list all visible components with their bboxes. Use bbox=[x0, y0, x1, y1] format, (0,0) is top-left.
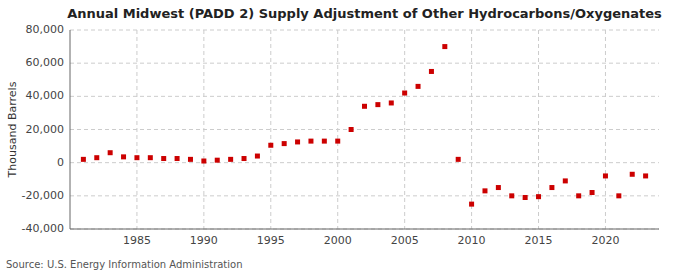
chart: -40,000 -20,000 0 20,000 40,000 60,000 80,000 1… bbox=[0, 0, 675, 275]
y-tick-label: 0 bbox=[57, 156, 64, 169]
x-grid-line bbox=[471, 30, 472, 229]
point bbox=[496, 185, 501, 190]
point bbox=[389, 100, 394, 105]
y-tick-label: -40,000 bbox=[22, 222, 64, 235]
point bbox=[121, 154, 126, 159]
point bbox=[362, 104, 367, 109]
y-grid-line bbox=[70, 229, 659, 230]
point bbox=[616, 193, 621, 198]
y-grid-line bbox=[70, 195, 659, 196]
point bbox=[416, 84, 421, 89]
point bbox=[482, 188, 487, 193]
point bbox=[188, 157, 193, 162]
y-tick-label: 20,000 bbox=[26, 123, 65, 136]
x-grid-line bbox=[337, 30, 338, 229]
points bbox=[81, 44, 648, 207]
point bbox=[630, 172, 635, 177]
grid bbox=[70, 30, 659, 229]
x-tick-label: 2020 bbox=[591, 234, 619, 247]
point bbox=[643, 173, 648, 178]
point bbox=[603, 173, 608, 178]
point bbox=[161, 156, 166, 161]
point bbox=[509, 193, 514, 198]
point bbox=[442, 44, 447, 49]
y-tick-label: 80,000 bbox=[26, 23, 65, 36]
point bbox=[469, 202, 474, 207]
point bbox=[576, 193, 581, 198]
y-axis-line bbox=[70, 30, 71, 229]
y-tick-label: 60,000 bbox=[26, 56, 65, 69]
point bbox=[563, 178, 568, 183]
y-grid-line bbox=[70, 129, 659, 130]
source: Source: U.S. Energy Information Administ… bbox=[6, 259, 243, 270]
y-grid-line bbox=[70, 162, 659, 163]
x-tick-label: 2005 bbox=[391, 234, 419, 247]
x-grid-line bbox=[203, 30, 204, 229]
title: Annual Midwest (PADD 2) Supply Adjustmen… bbox=[67, 6, 662, 21]
point bbox=[335, 139, 340, 144]
point bbox=[282, 141, 287, 146]
point bbox=[201, 159, 206, 164]
point bbox=[175, 156, 180, 161]
x-tick-label: 1990 bbox=[190, 234, 218, 247]
point bbox=[81, 157, 86, 162]
x-tick-label: 1995 bbox=[257, 234, 285, 247]
point bbox=[523, 195, 528, 200]
x-tick-label: 2015 bbox=[525, 234, 553, 247]
point bbox=[429, 69, 434, 74]
y-grid-line bbox=[70, 63, 659, 64]
point bbox=[375, 102, 380, 107]
point bbox=[268, 143, 273, 148]
point bbox=[295, 139, 300, 144]
x-tick-label: 2000 bbox=[324, 234, 352, 247]
x-grid-line bbox=[270, 30, 271, 229]
point bbox=[308, 139, 313, 144]
point bbox=[549, 185, 554, 190]
point bbox=[536, 194, 541, 199]
point bbox=[456, 157, 461, 162]
x-tick-label: 1985 bbox=[123, 234, 151, 247]
point bbox=[215, 158, 220, 163]
y-axis-label: Thousand Barrels bbox=[6, 81, 19, 178]
point bbox=[349, 127, 354, 132]
x-axis-line bbox=[70, 229, 659, 230]
point bbox=[242, 156, 247, 161]
point bbox=[228, 157, 233, 162]
y-tick-label: 40,000 bbox=[26, 89, 65, 102]
x-grid-line bbox=[404, 30, 405, 229]
x-tick-label: 2010 bbox=[458, 234, 486, 247]
point bbox=[402, 91, 407, 96]
point bbox=[148, 155, 153, 160]
y-grid-line bbox=[70, 96, 659, 97]
point bbox=[590, 190, 595, 195]
point bbox=[108, 150, 113, 155]
x-grid-line bbox=[605, 30, 606, 229]
y-tick-label: -20,000 bbox=[22, 189, 64, 202]
point bbox=[322, 139, 327, 144]
point bbox=[255, 154, 260, 159]
point bbox=[134, 155, 139, 160]
chart-container: -40,000 -20,000 0 20,000 40,000 60,000 80,000 1… bbox=[0, 0, 675, 275]
y-grid-line bbox=[70, 30, 659, 31]
point bbox=[94, 155, 99, 160]
x-grid-line bbox=[136, 30, 137, 229]
